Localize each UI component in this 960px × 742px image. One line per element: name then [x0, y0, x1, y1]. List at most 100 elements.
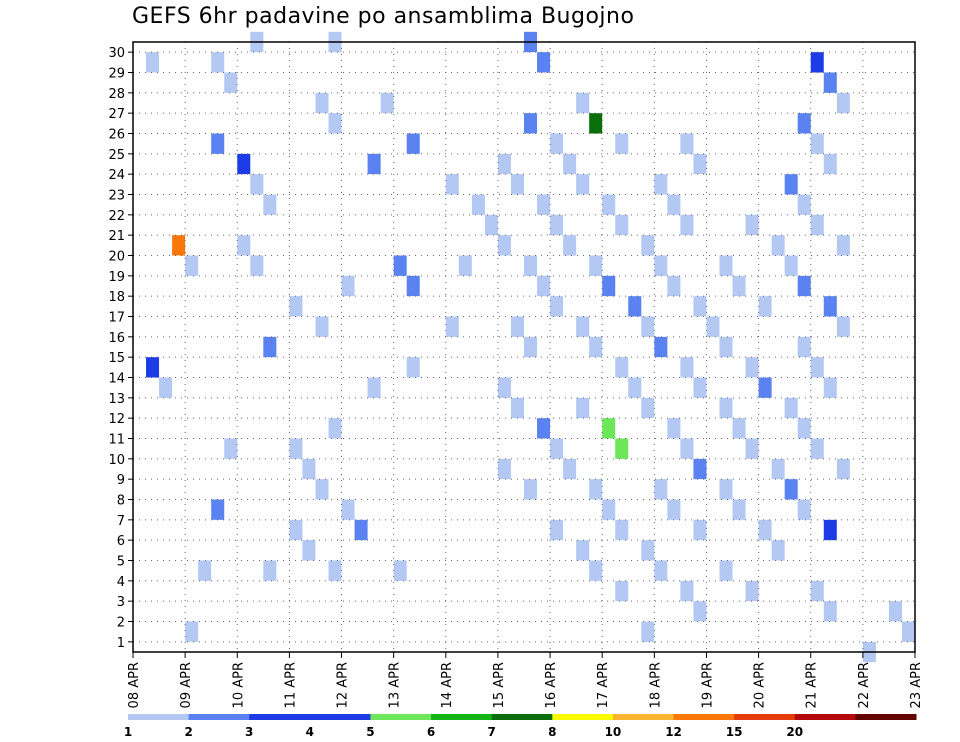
heatmap-cell	[524, 113, 538, 134]
heatmap-cell	[328, 418, 342, 439]
heatmap-cell	[289, 296, 303, 317]
legend-swatch	[734, 714, 796, 720]
heatmap-cell	[602, 194, 616, 215]
legend-swatch	[491, 714, 553, 720]
heatmap-cell	[719, 255, 733, 276]
heatmap-cell	[263, 560, 277, 581]
heatmap-cell	[537, 418, 551, 439]
heatmap-cell	[589, 113, 603, 134]
y-tick-label: 23	[108, 189, 125, 204]
heatmap-cell	[524, 336, 538, 358]
legend-label: 6	[427, 725, 435, 739]
heatmap-cells	[146, 31, 915, 663]
y-tick-label: 29	[108, 67, 125, 82]
x-tick-label: 15 APR	[492, 662, 507, 708]
heatmap-cell	[758, 519, 772, 541]
x-tick-label: 22 APR	[857, 662, 872, 708]
heatmap-cell	[888, 601, 902, 622]
heatmap-cell	[732, 418, 746, 439]
y-tick-label: 19	[108, 270, 125, 285]
legend-label: 4	[306, 725, 314, 739]
heatmap-cell	[823, 153, 837, 175]
heatmap-cell	[602, 275, 616, 297]
heatmap-cell	[263, 194, 277, 215]
heatmap-cell	[250, 255, 264, 276]
heatmap-cell	[823, 296, 837, 317]
y-tick-label: 21	[108, 229, 125, 244]
heatmap-cell	[628, 377, 642, 398]
heatmap-cell	[732, 275, 746, 297]
y-tick-label: 2	[117, 616, 125, 631]
heatmap-cell	[693, 377, 707, 398]
heatmap-cell	[497, 377, 511, 398]
heatmap-cell	[406, 275, 420, 297]
legend-label: 2	[184, 725, 192, 739]
heatmap-cell	[667, 194, 681, 215]
heatmap-cell	[185, 255, 199, 276]
heatmap-cell	[823, 601, 837, 622]
x-tick-label: 08 APR	[127, 662, 142, 708]
heatmap-cell	[510, 316, 524, 337]
y-tick-label: 18	[108, 290, 125, 305]
heatmap-cell	[771, 235, 785, 256]
heatmap-cell	[185, 621, 199, 642]
heatmap-cell	[563, 153, 577, 175]
heatmap-cell	[771, 540, 785, 561]
legend-label: 1	[124, 725, 132, 739]
heatmap-cell	[758, 296, 772, 317]
y-tick-label: 10	[108, 453, 125, 468]
heatmap-cell	[497, 153, 511, 175]
heatmap-cell	[693, 519, 707, 541]
y-tick-label: 20	[108, 250, 125, 265]
y-tick-label: 16	[108, 331, 125, 346]
legend-label: 5	[366, 725, 374, 739]
heatmap-cell	[341, 499, 355, 520]
heatmap-cell	[198, 560, 212, 581]
heatmap-cell	[367, 153, 381, 175]
heatmap-cell	[680, 580, 694, 602]
heatmap-cell	[471, 194, 485, 215]
x-tick-label: 09 APR	[179, 662, 194, 708]
heatmap-cell	[784, 255, 798, 276]
heatmap-cell	[901, 621, 915, 642]
heatmap-cell	[563, 235, 577, 256]
heatmap-cell	[836, 316, 850, 337]
legend-swatch	[612, 714, 675, 720]
heatmap-cell	[576, 540, 590, 561]
legend-swatch	[128, 714, 190, 720]
heatmap-cell	[693, 458, 707, 480]
heatmap-cell	[589, 479, 603, 500]
y-tick-label: 28	[108, 87, 125, 102]
heatmap-cell	[445, 316, 459, 337]
heatmap-cell	[745, 580, 759, 602]
heatmap-cell	[576, 174, 590, 195]
y-tick-label: 11	[108, 433, 125, 448]
heatmap-cell	[641, 397, 655, 419]
heatmap-cell	[315, 92, 329, 114]
x-tick-label: 23 APR	[909, 662, 924, 708]
heatmap-cell	[211, 499, 225, 520]
chart-title: GEFS 6hr padavine po ansamblima Bugojno	[132, 4, 635, 29]
heatmap-cell	[758, 377, 772, 398]
heatmap-cell	[250, 174, 264, 195]
heatmap-cell	[289, 438, 303, 459]
heatmap-cell	[641, 235, 655, 256]
heatmap-cell	[458, 255, 472, 276]
grid-lines	[133, 42, 915, 652]
heatmap-cell	[797, 113, 811, 134]
heatmap-cell	[146, 357, 160, 378]
color-legend: 1 2 3 4 5 6 7 8 10 12 15 20	[124, 714, 917, 739]
x-tick-label: 17 APR	[596, 662, 611, 708]
heatmap-cell	[823, 377, 837, 398]
heatmap-cell	[537, 194, 551, 215]
x-axis: 08 APR 09 APR 10 APR 11 APR 12 APR 13 APR 14 A…	[127, 652, 924, 708]
y-tick-label: 13	[108, 392, 125, 407]
x-tick-label: 12 APR	[336, 662, 351, 708]
legend-label: 7	[488, 725, 496, 739]
legend-label: 12	[665, 725, 682, 739]
heatmap-cell	[589, 336, 603, 358]
heatmap-cell	[667, 418, 681, 439]
heatmap-cell	[784, 397, 798, 419]
heatmap-cell	[159, 377, 173, 398]
x-tick-label: 11 APR	[283, 662, 298, 708]
